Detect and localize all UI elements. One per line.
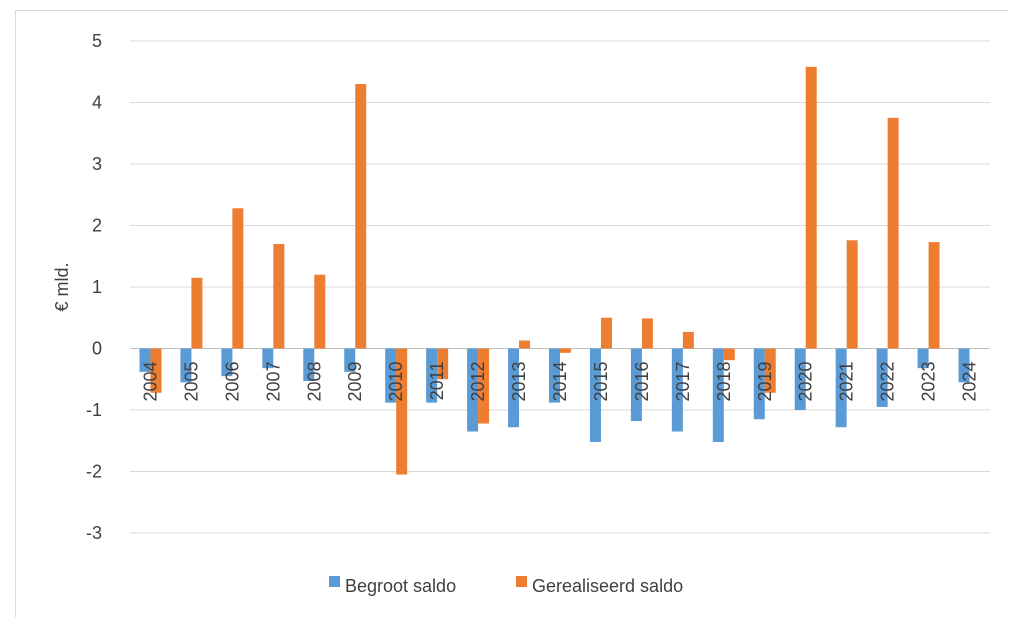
y-tick-label: 0 (92, 339, 102, 359)
bar-gerealiseerd-2019 (764, 348, 776, 393)
bar-gerealiseerd-2012 (478, 348, 490, 424)
x-tick-label: 2022 (878, 362, 898, 402)
x-tick-label: 2021 (837, 362, 857, 402)
bar-gerealiseerd-2011 (437, 348, 449, 380)
bar-begroot-2021 (835, 348, 847, 428)
y-axis-title: € mld. (52, 262, 72, 311)
bar-gerealiseerd-2016 (641, 318, 653, 349)
bar-begroot-2017 (671, 348, 683, 432)
y-tick-label: 5 (92, 31, 102, 51)
bar-gerealiseerd-2008 (314, 274, 326, 349)
bar-gerealiseerd-2007 (273, 243, 285, 349)
bar-gerealiseerd-2013 (519, 340, 531, 349)
bar-gerealiseerd-2018 (723, 348, 735, 361)
bar-begroot-2011 (426, 348, 438, 403)
bar-gerealiseerd-2023 (928, 242, 940, 349)
x-tick-label: 2017 (673, 362, 693, 402)
bar-begroot-2010 (385, 348, 397, 403)
x-axis-ticks: 2004 2005 2006 2007 2008 2009 2010 2011 2012 2013… (140, 362, 979, 402)
bar-gerealiseerd-2005 (191, 277, 203, 349)
chart-frame (15, 10, 1008, 617)
y-tick-label: 4 (92, 93, 102, 113)
bar-begroot-2016 (630, 348, 642, 422)
x-tick-label: 2008 (304, 362, 324, 402)
x-tick-label: 2018 (714, 362, 734, 402)
bar-begroot-2022 (876, 348, 888, 407)
bar-begroot-2004 (139, 348, 151, 372)
legend-swatch-begroot (329, 576, 340, 587)
x-tick-label: 2014 (550, 362, 570, 402)
y-axis-ticks: 5 4 3 2 1 0 -1 -2 -3 (86, 31, 102, 543)
bar-begroot-2014 (549, 348, 560, 403)
bars (139, 66, 970, 475)
bar-begroot-2018 (712, 348, 724, 442)
gridlines (130, 40, 990, 534)
bar-gerealiseerd-2015 (600, 317, 612, 349)
x-tick-label: 2005 (181, 362, 201, 402)
x-tick-label: 2016 (632, 362, 652, 402)
bar-begroot-2008 (303, 348, 315, 382)
y-tick-label: -3 (86, 523, 102, 543)
bar-gerealiseerd-2004 (150, 348, 162, 393)
legend-label-begroot: Begroot saldo (345, 576, 456, 596)
x-tick-label: 2010 (386, 362, 406, 402)
bar-begroot-2005 (180, 348, 192, 383)
bar-begroot-2019 (753, 348, 765, 420)
bar-gerealiseerd-2010 (396, 348, 408, 475)
bar-begroot-2012 (467, 348, 479, 432)
legend-label-gerealiseerd: Gerealiseerd saldo (532, 576, 683, 596)
x-tick-label: 2013 (509, 362, 529, 402)
bar-begroot-2020 (794, 348, 806, 410)
x-tick-label: 2011 (427, 362, 447, 401)
x-tick-label: 2019 (755, 362, 775, 402)
x-tick-label: 2009 (345, 362, 365, 402)
legend: Begroot saldo Gerealiseerd saldo (329, 576, 683, 596)
x-tick-label: 2007 (263, 362, 283, 402)
bar-gerealiseerd-2006 (232, 208, 244, 349)
x-tick-label: 2023 (919, 362, 939, 402)
y-tick-label: 2 (92, 216, 102, 236)
bar-begroot-2006 (221, 348, 233, 377)
bar-gerealiseerd-2020 (805, 66, 817, 349)
bar-gerealiseerd-2021 (846, 240, 858, 349)
bar-gerealiseerd-2022 (887, 117, 899, 349)
bar-gerealiseerd-2009 (355, 84, 367, 349)
x-tick-label: 2015 (591, 362, 611, 402)
bar-begroot-2015 (589, 348, 601, 442)
x-tick-label: 2020 (796, 362, 816, 402)
bar-begroot-2024 (958, 348, 970, 383)
x-tick-label: 2024 (960, 362, 980, 402)
y-tick-label: -2 (86, 462, 102, 482)
legend-swatch-gerealiseerd (516, 576, 527, 587)
y-tick-label: 3 (92, 154, 102, 174)
bar-begroot-2013 (508, 348, 520, 428)
bar-gerealiseerd-2017 (682, 331, 694, 349)
x-tick-label: 2012 (468, 362, 488, 402)
bar-begroot-2023 (917, 348, 929, 369)
x-tick-label: 2004 (140, 362, 160, 402)
bar-begroot-2009 (344, 348, 356, 372)
bar-begroot-2007 (262, 348, 274, 369)
y-tick-label: 1 (92, 277, 102, 297)
bar-gerealiseerd-2014 (560, 348, 571, 353)
x-tick-label: 2006 (222, 362, 242, 402)
y-tick-label: -1 (86, 400, 102, 420)
